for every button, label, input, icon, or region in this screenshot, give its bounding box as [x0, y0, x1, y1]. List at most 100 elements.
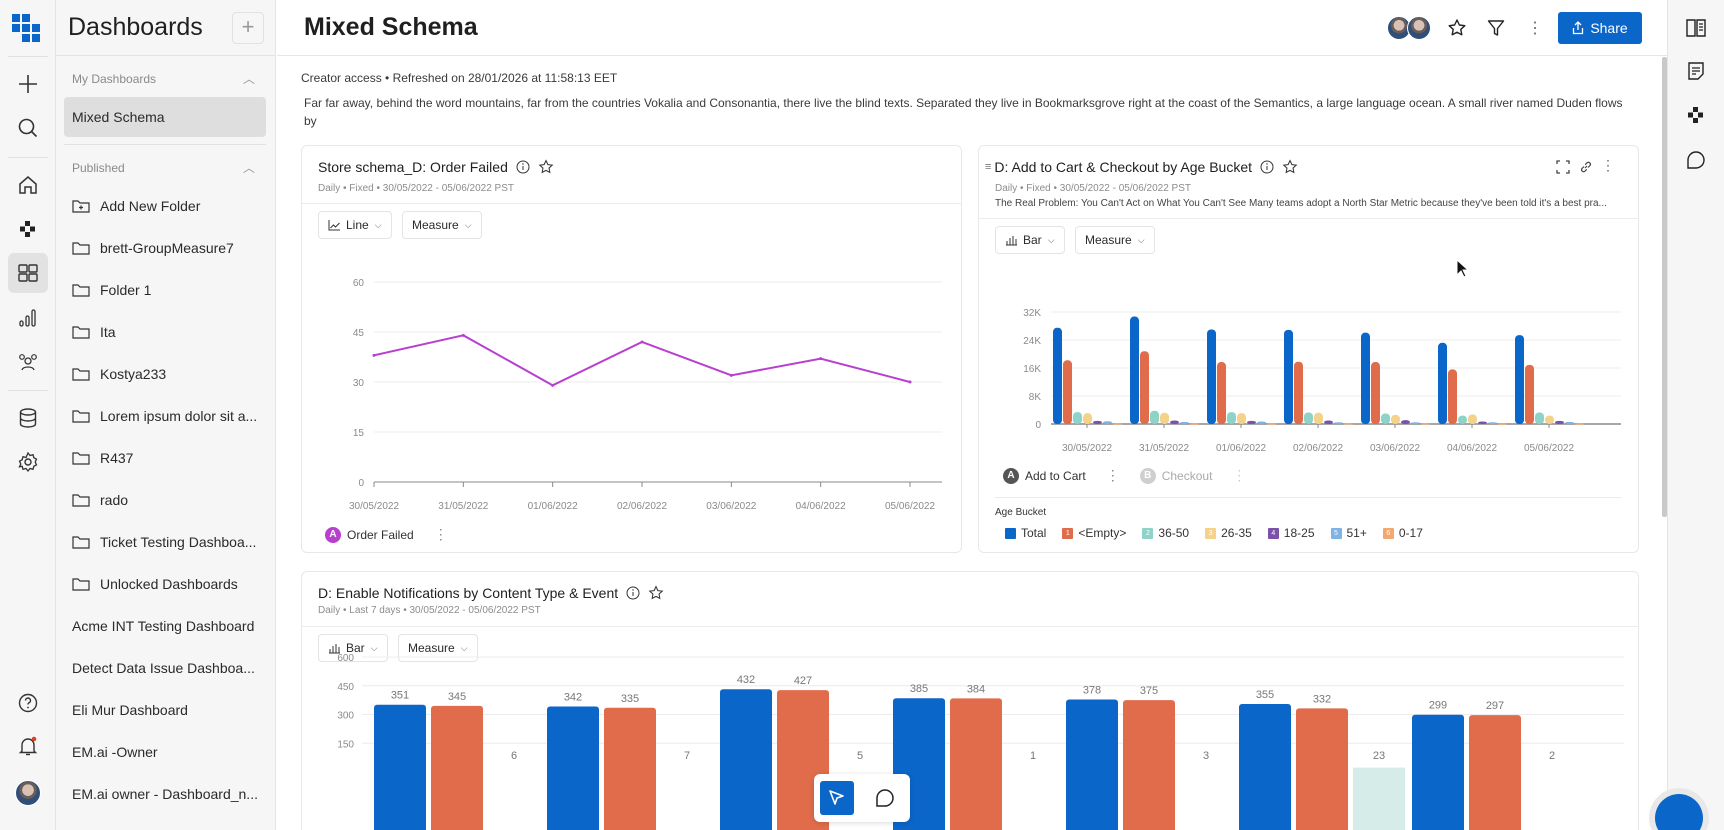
- page-scrollbar[interactable]: [1662, 57, 1667, 517]
- legend-item[interactable]: 5 51+: [1330, 526, 1367, 540]
- sidebar-item[interactable]: Unlocked Dashboards: [64, 564, 266, 604]
- favorite-button[interactable]: [1445, 16, 1469, 40]
- bar-1825: [1247, 420, 1256, 424]
- add-dashboard-button[interactable]: +: [232, 12, 264, 44]
- sidebar-item[interactable]: Ita: [64, 312, 266, 352]
- reports-button[interactable]: [8, 298, 48, 338]
- floating-toolbar: [814, 774, 910, 822]
- avatar: [1407, 16, 1431, 40]
- sidebar-item[interactable]: Acme INT Testing Dashboard: [64, 606, 266, 646]
- notes-icon[interactable]: [1685, 60, 1707, 82]
- viewers-avatars[interactable]: [1387, 16, 1431, 40]
- sidebar-item-label: Unlocked Dashboards: [100, 576, 238, 592]
- sidebar-item[interactable]: Lorem ipsum dolor sit a...: [64, 396, 266, 436]
- info-icon[interactable]: [516, 160, 530, 174]
- legend-label[interactable]: Order Failed: [347, 527, 414, 542]
- chart-type-dropdown[interactable]: Bar ⌵: [995, 226, 1065, 254]
- select-tool-button[interactable]: [820, 781, 854, 815]
- sidebar-item[interactable]: Folder 1: [64, 270, 266, 310]
- legend-item[interactable]: 4 18-25: [1267, 526, 1315, 540]
- chat-support-button[interactable]: [1655, 794, 1703, 830]
- x-tick-label: 01/06/2022: [1216, 443, 1266, 454]
- legend-item[interactable]: 2 36-50: [1142, 526, 1189, 540]
- settings-icon: [18, 451, 38, 473]
- measure-dropdown[interactable]: Measure ⌵: [402, 211, 482, 239]
- folder-icon: [72, 578, 90, 591]
- left-rail: [0, 0, 56, 830]
- help-button[interactable]: [8, 683, 48, 723]
- more-options-button[interactable]: ⋮: [1523, 16, 1547, 40]
- expand-icon[interactable]: [1556, 160, 1570, 174]
- create-button[interactable]: [8, 64, 48, 104]
- dashboards-button[interactable]: [8, 253, 48, 293]
- kebab-icon[interactable]: ⋮: [1105, 467, 1120, 483]
- sidebar-item[interactable]: Ticket Testing Dashboa...: [64, 522, 266, 562]
- y-tick-label: 0: [358, 478, 364, 489]
- data-label: 299: [1429, 700, 1447, 712]
- legend-item[interactable]: 1 <Empty>: [1062, 526, 1126, 540]
- app-logo-icon[interactable]: [12, 14, 42, 44]
- collapse-my-dashboards-icon[interactable]: ︿: [242, 72, 255, 86]
- legend-item[interactable]: 3 26-35: [1205, 526, 1252, 540]
- sidebar-item[interactable]: Kostya233: [64, 354, 266, 394]
- kebab-icon[interactable]: ⋮: [1601, 157, 1615, 173]
- settings-button[interactable]: [8, 442, 48, 482]
- data-label: 345: [448, 691, 466, 703]
- sidebar-item-label: Folder 1: [100, 282, 152, 298]
- filter-icon: [1487, 20, 1505, 36]
- star-icon[interactable]: [1282, 159, 1298, 175]
- data-point: [908, 380, 912, 384]
- bar-total: [1515, 335, 1524, 424]
- drag-handle-icon[interactable]: ≡: [985, 161, 992, 173]
- info-icon[interactable]: [1260, 160, 1274, 174]
- star-icon[interactable]: [648, 585, 664, 601]
- star-icon[interactable]: [538, 159, 554, 175]
- share-button[interactable]: Share: [1558, 12, 1642, 44]
- bar-017: [1267, 423, 1276, 425]
- metric-add-to-cart[interactable]: Add to Cart: [1025, 468, 1086, 483]
- filter-button[interactable]: [1484, 16, 1508, 40]
- data-button[interactable]: [8, 398, 48, 438]
- users-button[interactable]: [8, 342, 48, 382]
- chart-type-dropdown[interactable]: Line ⌵: [318, 211, 392, 239]
- sidebar-item[interactable]: R437: [64, 438, 266, 478]
- data-point: [819, 357, 823, 361]
- comment-tool-button[interactable]: [870, 783, 900, 813]
- metric-checkout[interactable]: Checkout: [1161, 468, 1213, 483]
- metrics-button[interactable]: [8, 209, 48, 249]
- user-avatar[interactable]: [8, 773, 48, 813]
- order-failed-line-chart: 0 15 30 45 60 30/05/2022 31/05/2022 01/06/2022 0…: [349, 278, 942, 512]
- collapse-published-icon[interactable]: ︿: [242, 161, 255, 175]
- comment-icon[interactable]: [1685, 149, 1707, 171]
- data-label: 378: [1083, 685, 1101, 697]
- kebab-icon[interactable]: ⋮: [433, 526, 448, 542]
- bar-3650: [1535, 412, 1544, 424]
- sidebar-item[interactable]: Detect Data Issue Dashboa...: [64, 648, 266, 688]
- sidebar-item[interactable]: Eli Mur Dashboard: [64, 690, 266, 730]
- legend-item[interactable]: Total: [1005, 526, 1046, 540]
- chart-legend: A Order Failed ⋮: [325, 526, 448, 543]
- legend-swatch: 2: [1142, 527, 1154, 539]
- sidebar-item[interactable]: brett-GroupMeasure7: [64, 228, 266, 268]
- y-tick-label: 60: [353, 278, 365, 289]
- data-point: [729, 373, 733, 377]
- bar-total: [1207, 329, 1216, 424]
- notifications-button[interactable]: [8, 726, 48, 766]
- sidebar-item[interactable]: EM.ai -Owner: [64, 732, 266, 772]
- link-icon[interactable]: [1579, 160, 1593, 174]
- kebab-icon[interactable]: ⋮: [1232, 467, 1247, 483]
- measure-dropdown[interactable]: Measure ⌵: [1075, 226, 1155, 254]
- legend-item[interactable]: 6 0-17: [1382, 526, 1423, 540]
- metrics-icon[interactable]: [1685, 104, 1707, 126]
- search-button[interactable]: [8, 108, 48, 148]
- sidebar-item-mixed-schema[interactable]: Mixed Schema: [64, 97, 266, 137]
- home-button[interactable]: [8, 165, 48, 205]
- sidebar-item[interactable]: EM.ai owner - Dashboard_n...: [64, 774, 266, 814]
- info-icon[interactable]: [626, 586, 640, 600]
- database-icon: [19, 408, 37, 428]
- sidebar-item[interactable]: rado: [64, 480, 266, 520]
- sidebar-item[interactable]: Add New Folder: [64, 186, 266, 226]
- bar: [431, 705, 483, 830]
- data-label: 335: [621, 693, 639, 705]
- book-icon[interactable]: [1685, 17, 1707, 39]
